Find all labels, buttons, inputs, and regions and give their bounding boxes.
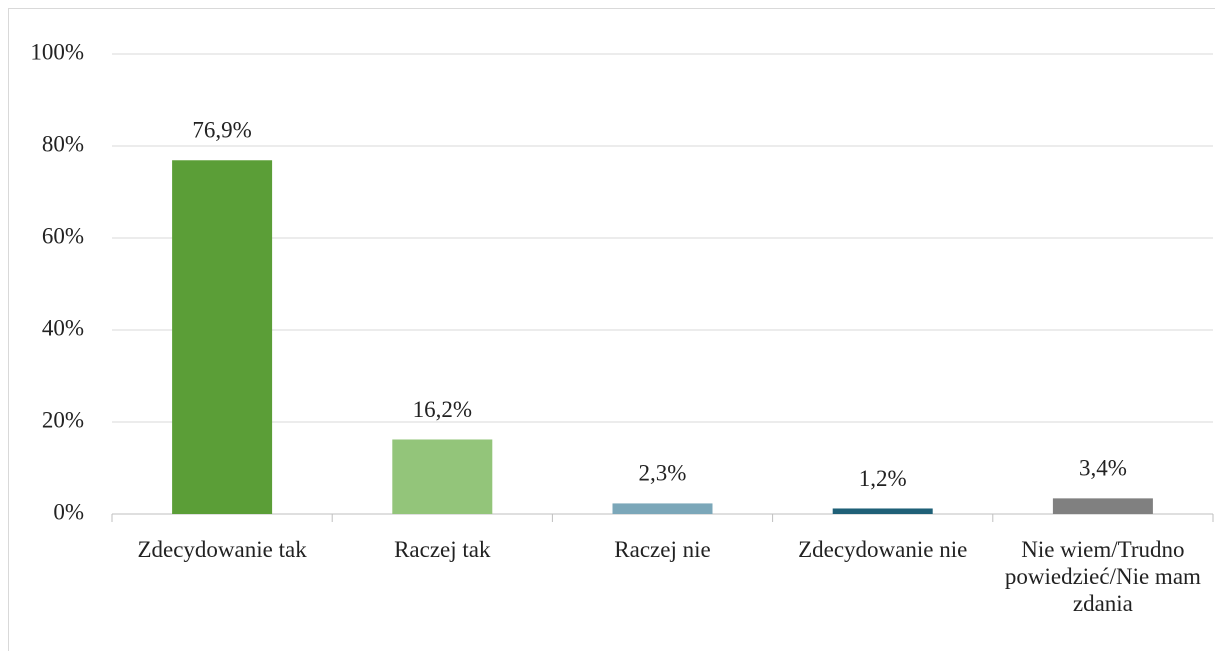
chart-frame	[8, 8, 1215, 651]
y-tick-label: 100%	[30, 39, 84, 64]
bar	[832, 508, 933, 514]
y-tick-label: 40%	[42, 315, 84, 340]
value-label: 16,2%	[413, 397, 472, 422]
y-tick-label: 0%	[53, 499, 84, 524]
y-tick-label: 80%	[42, 131, 84, 156]
value-label: 1,2%	[859, 466, 907, 491]
value-label: 76,9%	[192, 118, 251, 143]
y-tick-label: 20%	[42, 407, 84, 432]
x-tick-label: Raczej nie	[614, 537, 711, 562]
bar	[392, 439, 493, 514]
value-label: 3,4%	[1079, 456, 1127, 481]
bar	[1052, 498, 1153, 514]
x-tick-label: Nie wiem/Trudno powiedzieć/Nie mam zdani…	[1004, 537, 1201, 616]
x-tick-label: Zdecydowanie tak	[137, 537, 307, 562]
x-tick-label: Zdecydowanie nie	[798, 537, 968, 562]
y-tick-label: 60%	[42, 223, 84, 248]
x-tick-label: Raczej tak	[394, 537, 491, 562]
bar	[172, 160, 273, 514]
bar	[612, 503, 713, 514]
value-label: 2,3%	[639, 461, 687, 486]
